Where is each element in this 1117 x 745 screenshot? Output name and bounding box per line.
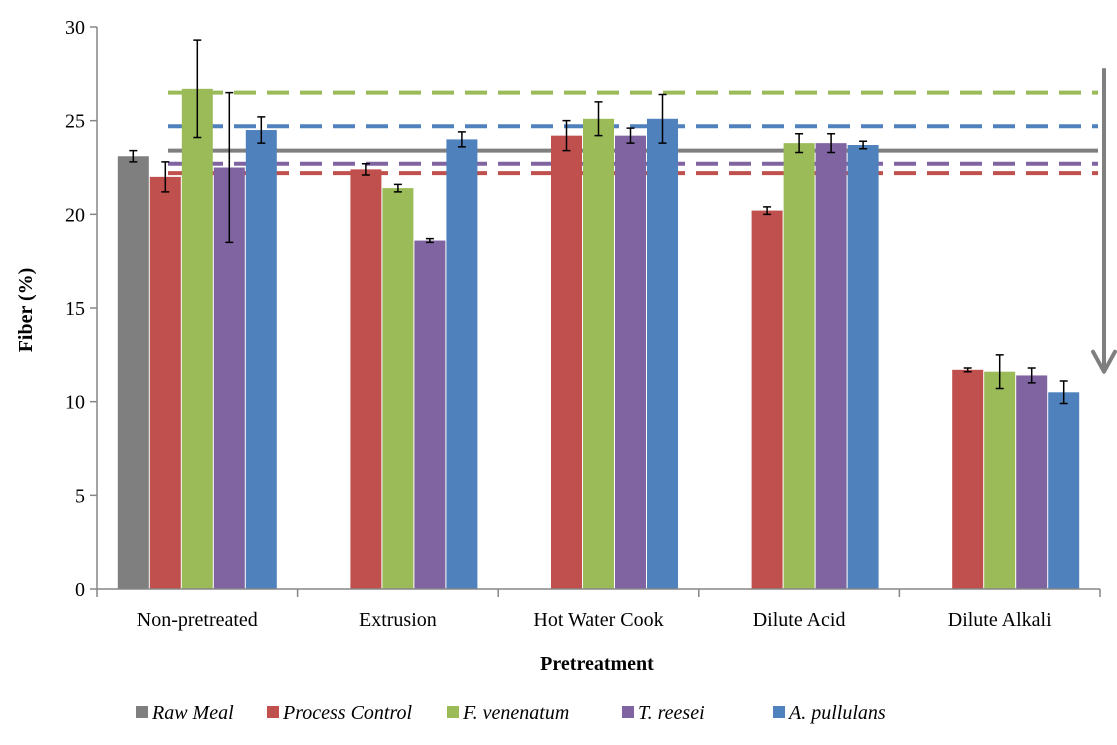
y-tick-label: 25 (65, 111, 85, 133)
error-bar (562, 119, 571, 152)
error-bars (129, 39, 1068, 405)
legend-swatch (267, 706, 279, 718)
error-bar (1027, 367, 1036, 384)
legend-label: F. venenatum (462, 702, 569, 724)
error-bar (626, 127, 635, 144)
error-bar (161, 161, 170, 193)
error-bar (457, 131, 466, 148)
bar (984, 371, 1016, 589)
legend-label: Raw Meal (151, 702, 234, 724)
bar (615, 135, 646, 590)
bar (181, 88, 213, 589)
legend-swatch (773, 706, 785, 718)
bar (647, 118, 678, 589)
error-bar (1059, 380, 1068, 405)
bar (245, 130, 277, 590)
arrow-head (1091, 349, 1117, 374)
y-tick-label: 30 (65, 17, 85, 39)
decrease-arrow (1091, 68, 1117, 374)
error-bar (795, 133, 804, 154)
legend: Raw Meal Process Control F. venenatum T. re… (136, 702, 886, 724)
bar (952, 369, 984, 589)
bar (414, 240, 446, 589)
bar (583, 118, 614, 589)
error-bar (763, 206, 772, 216)
bar (117, 156, 149, 589)
x-tick-label: Extrusion (359, 609, 437, 631)
bar (847, 145, 879, 589)
bar (815, 143, 847, 589)
y-ticks: 0 5 10 15 20 25 30 (65, 17, 97, 601)
error-bar (594, 101, 603, 137)
error-bar (425, 237, 434, 244)
y-tick-label: 5 (75, 485, 85, 507)
x-tick-label: Non-pretreated (137, 609, 258, 631)
bar (149, 176, 181, 589)
error-bar (257, 116, 266, 144)
x-tick-label: Dilute Alkali (948, 609, 1052, 631)
x-tick-label: Dilute Acid (753, 609, 846, 631)
error-bar (393, 183, 402, 193)
bar (382, 188, 414, 589)
bar (350, 169, 382, 589)
x-ticks: Non-pretreated Extrusion Hot Water Cook Dil… (96, 589, 1101, 631)
error-bar (361, 163, 370, 176)
legend-swatch (136, 706, 148, 718)
bar (1016, 375, 1048, 589)
legend-swatch (622, 706, 634, 718)
y-tick-label: 20 (65, 204, 85, 226)
y-tick-label: 15 (65, 298, 85, 320)
error-bar (129, 149, 138, 163)
error-bar (658, 93, 667, 144)
x-axis-title: Pretreatment (540, 653, 654, 675)
error-bar (995, 354, 1004, 390)
legend-label: Process Control (282, 702, 413, 724)
x-tick-label: Hot Water Cook (533, 609, 663, 631)
bar (783, 143, 815, 589)
bar (1048, 392, 1080, 589)
bar (751, 210, 783, 589)
error-bar (827, 133, 836, 154)
bar (446, 139, 478, 589)
legend-label: T. reesei (638, 702, 705, 724)
legend-swatch (447, 706, 459, 718)
error-bar (859, 140, 868, 150)
y-tick-label: 0 (75, 579, 85, 601)
error-bar (963, 367, 972, 373)
y-axis-title: Fiber (%) (15, 268, 37, 353)
bar (551, 135, 582, 590)
y-tick-label: 10 (65, 392, 85, 414)
error-bar (193, 39, 202, 139)
error-bar (225, 91, 234, 244)
legend-label: A. pullulans (787, 702, 886, 724)
